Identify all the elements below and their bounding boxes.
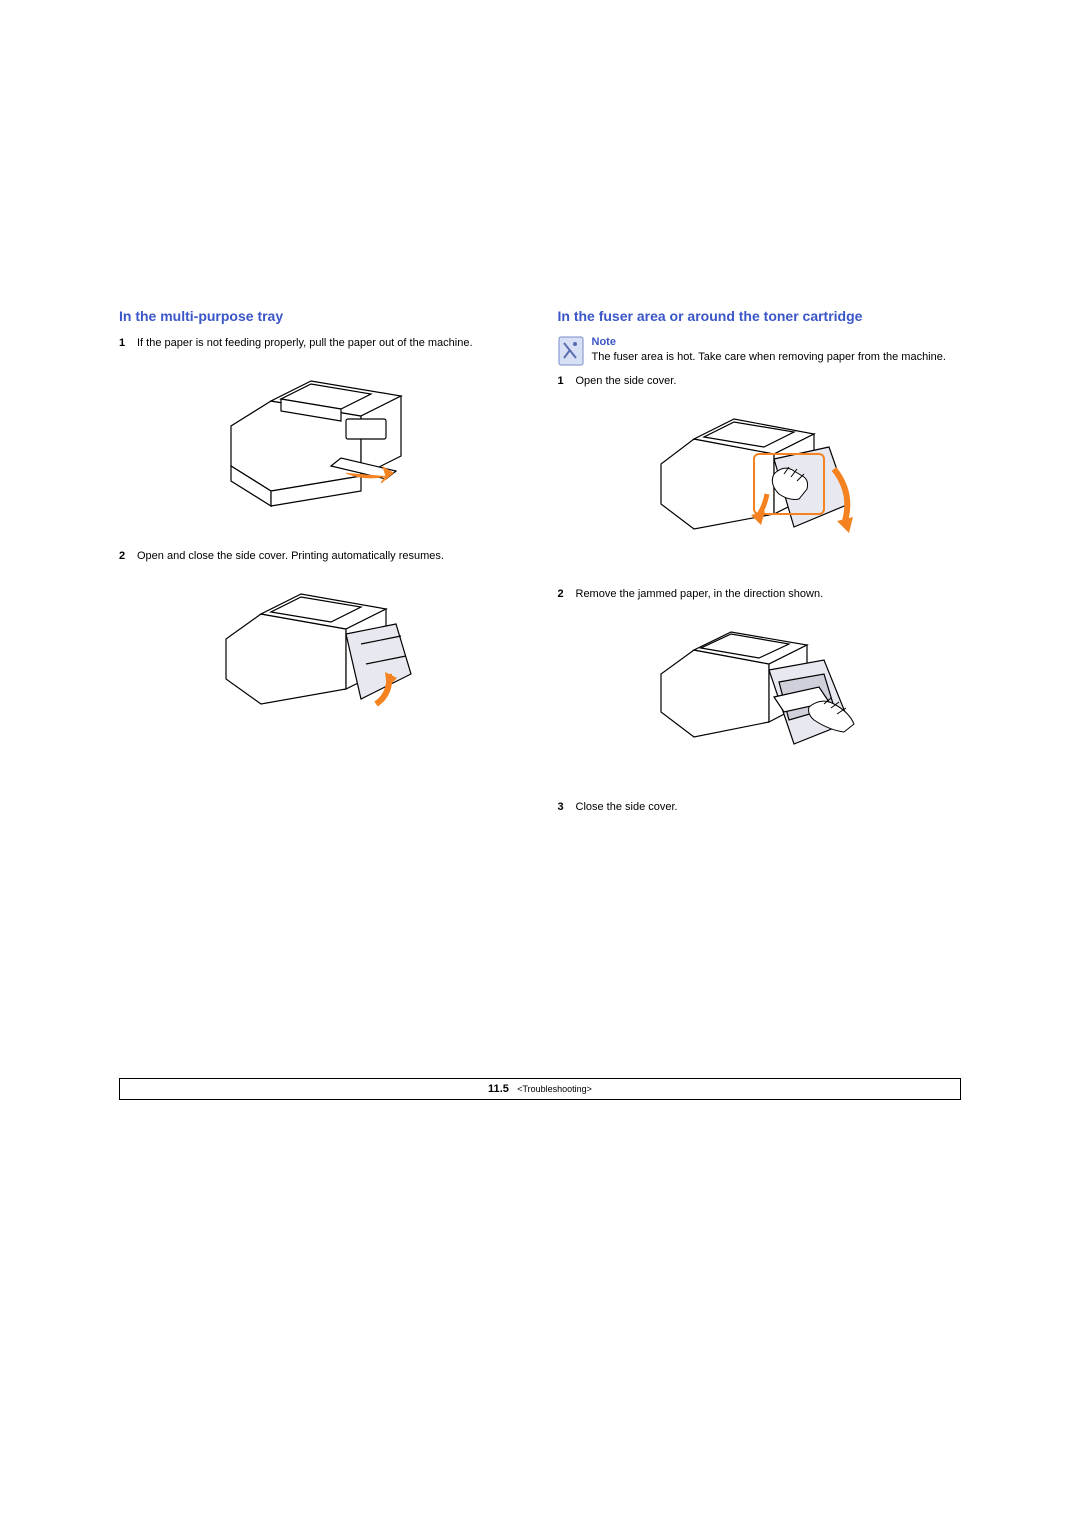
step-text: Open and close the side cover. Printing … [137, 549, 523, 564]
right-step-3: 3 Close the side cover. [558, 800, 962, 815]
note-box: Note The fuser area is hot. Take care wh… [558, 336, 962, 366]
note-title: Note [592, 336, 946, 348]
step-text: If the paper is not feeding properly, pu… [137, 336, 523, 351]
left-step-1: 1 If the paper is not feeding properly, … [119, 336, 523, 351]
step-text: Close the side cover. [576, 800, 962, 815]
step-text: Remove the jammed paper, in the directio… [576, 587, 962, 602]
figure-side-cover [211, 574, 431, 744]
left-step-2: 2 Open and close the side cover. Printin… [119, 549, 523, 564]
page-content: In the multi-purpose tray 1 If the paper… [119, 308, 961, 823]
figure-remove-jammed [649, 612, 869, 782]
step-number: 2 [558, 587, 576, 602]
note-icon [558, 336, 584, 366]
figure-pull-paper [211, 361, 431, 531]
right-step-1: 1 Open the side cover. [558, 374, 962, 389]
step-number: 1 [558, 374, 576, 389]
left-heading: In the multi-purpose tray [119, 308, 523, 324]
two-column-layout: In the multi-purpose tray 1 If the paper… [119, 308, 961, 823]
right-column: In the fuser area or around the toner ca… [558, 308, 962, 823]
left-column: In the multi-purpose tray 1 If the paper… [119, 308, 523, 823]
step-number: 2 [119, 549, 137, 564]
footer-section-label: <Troubleshooting> [517, 1084, 592, 1094]
step-text: Open the side cover. [576, 374, 962, 389]
step-number: 1 [119, 336, 137, 351]
note-body: The fuser area is hot. Take care when re… [592, 350, 946, 365]
figure-open-cover-hand [649, 399, 869, 569]
page-footer: 11.5 <Troubleshooting> [119, 1078, 961, 1100]
footer-chapter: 11 [488, 1083, 500, 1095]
step-number: 3 [558, 800, 576, 815]
note-content: Note The fuser area is hot. Take care wh… [592, 336, 946, 366]
right-step-2: 2 Remove the jammed paper, in the direct… [558, 587, 962, 602]
footer-sub: .5 [500, 1083, 509, 1095]
right-heading: In the fuser area or around the toner ca… [558, 308, 962, 324]
